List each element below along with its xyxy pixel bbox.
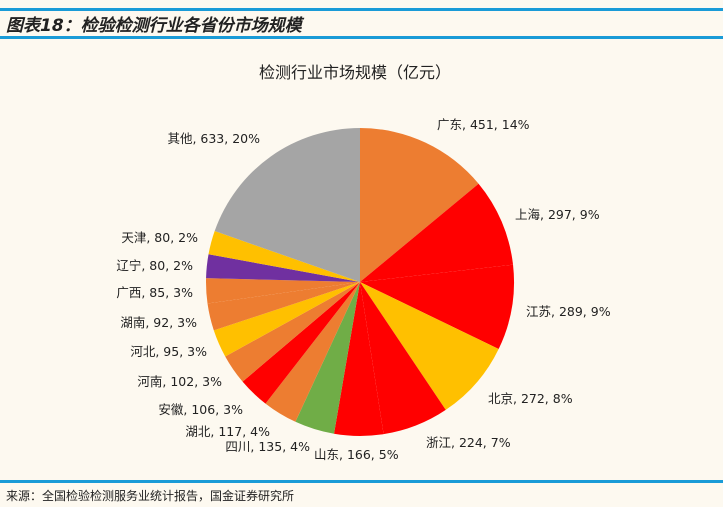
data-label: 浙江, 224, 7%	[426, 435, 511, 450]
chart-title: 检测行业市场规模（亿元）	[259, 63, 451, 82]
data-label: 广东, 451, 14%	[437, 117, 530, 132]
source-note: 来源：全国检验检测服务业统计报告，国金证券研究所	[6, 489, 295, 503]
pie-slice-4	[360, 282, 446, 435]
pie-slice-6	[295, 282, 360, 434]
data-label: 江苏, 289, 9%	[526, 304, 611, 319]
pie-slice-15	[214, 128, 360, 282]
pie-slice-9	[225, 282, 360, 382]
data-label: 湖南, 92, 3%	[120, 315, 197, 330]
data-label: 四川, 135, 4%	[225, 439, 310, 454]
data-label: 河北, 95, 3%	[130, 344, 207, 359]
figure-title: 图表18：检验检测行业各省份市场规模	[6, 16, 302, 36]
data-label: 上海, 297, 9%	[515, 207, 600, 222]
data-label: 山东, 166, 5%	[314, 447, 399, 462]
pie-slice-3	[360, 282, 499, 410]
pie-slice-12	[206, 278, 360, 304]
pie-slice-8	[242, 282, 360, 404]
data-label: 北京, 272, 8%	[488, 391, 573, 406]
title-rule	[0, 36, 723, 39]
top-rule	[0, 8, 723, 11]
data-label: 天津, 80, 2%	[121, 230, 198, 245]
data-label: 河南, 102, 3%	[137, 374, 222, 389]
data-label: 其他, 633, 20%	[167, 131, 260, 146]
data-label: 广西, 85, 3%	[116, 285, 193, 300]
data-label: 辽宁, 80, 2%	[116, 258, 193, 273]
data-label: 湖北, 117, 4%	[185, 424, 270, 439]
pie-slice-10	[213, 282, 360, 357]
pie-slice-7	[265, 282, 360, 422]
data-label: 安徽, 106, 3%	[158, 402, 243, 417]
pie-slice-5	[334, 282, 384, 436]
bottom-rule	[0, 480, 723, 483]
pie-slice-1	[360, 183, 514, 282]
pie-slice-13	[206, 254, 360, 282]
pie-slice-11	[207, 282, 360, 331]
pie-slice-14	[208, 231, 360, 282]
pie-slice-2	[360, 264, 514, 350]
pie-slice-0	[360, 128, 479, 282]
